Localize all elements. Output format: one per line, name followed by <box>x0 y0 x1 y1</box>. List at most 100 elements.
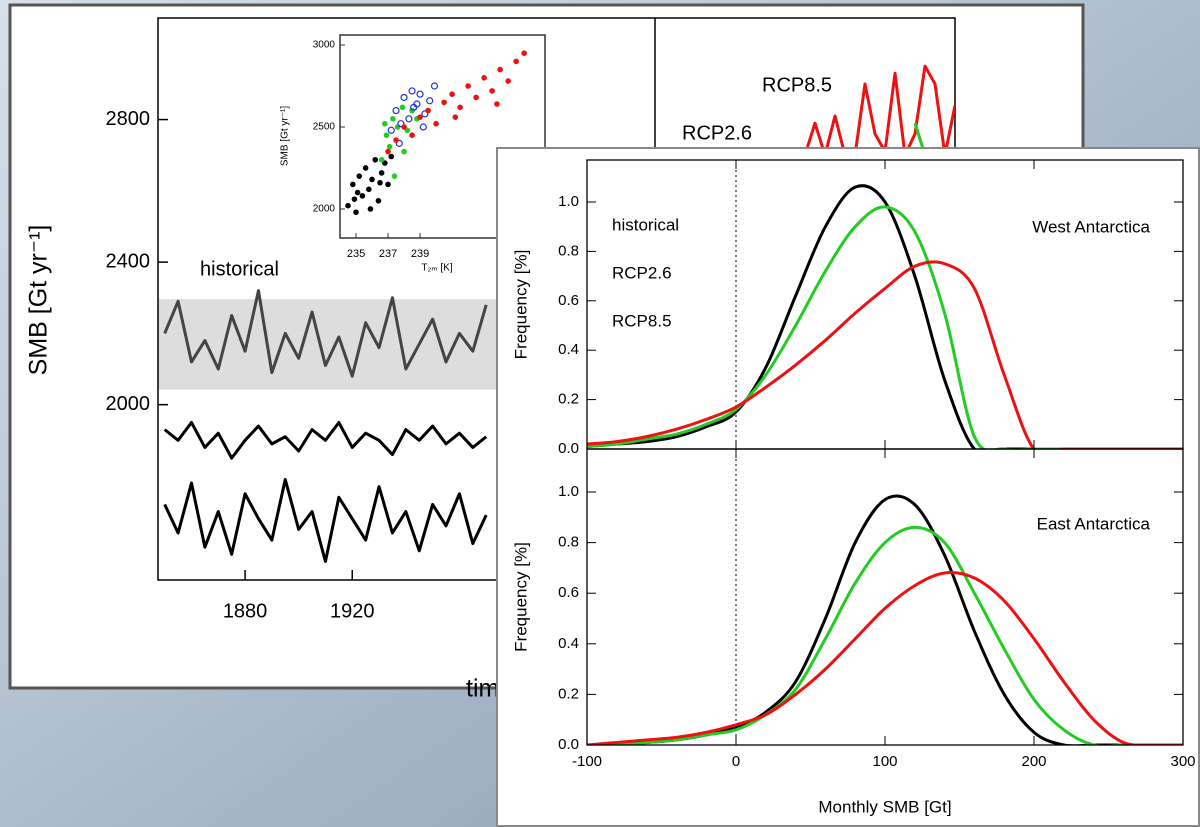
scatter-point <box>385 181 391 188</box>
scatter-point <box>375 197 382 204</box>
scatter-point <box>419 123 427 131</box>
y-axis-title: Frequency [%] <box>511 250 530 360</box>
y-tick-label: 0.8 <box>558 242 579 259</box>
scatter-point <box>425 107 431 114</box>
front-figure: 0.0 0.2 0.4 0.6 0.8 1.0 West Antarctica Frequen… <box>496 147 1200 827</box>
panel-title: West Antarctica <box>1032 217 1150 236</box>
y-tick-label: 0.8 <box>558 534 579 551</box>
scatter-point <box>377 179 383 186</box>
y-tick-label: 2400 <box>106 250 151 272</box>
inset-points <box>345 50 527 216</box>
inset-x-tick-label: 237 <box>379 248 397 260</box>
legend-label: RCP2.6 <box>682 122 752 144</box>
scatter-point <box>430 82 439 90</box>
density-curve <box>587 184 1183 449</box>
scatter-point <box>405 115 413 123</box>
scatter-point <box>397 120 405 128</box>
scatter-point <box>367 206 374 212</box>
series-line <box>803 64 955 157</box>
x-tick-label: 300 <box>1170 753 1195 770</box>
scatter-point <box>441 99 447 106</box>
scatter-point <box>362 165 369 171</box>
y-tick-label: 0.2 <box>558 685 579 702</box>
scatter-point <box>383 132 390 138</box>
x-tick-label: 200 <box>1021 753 1046 770</box>
scatter-point <box>388 153 395 160</box>
scatter-point <box>409 132 415 138</box>
scatter-point <box>473 94 479 101</box>
x-tick-label: -100 <box>572 753 602 770</box>
scatter-point <box>372 156 379 163</box>
y-axis-title: SMB [Gt yr⁻¹] <box>25 225 53 376</box>
series-line <box>163 420 488 460</box>
y-tick-label: 0.4 <box>558 635 579 652</box>
scatter-point <box>387 126 395 134</box>
y-tick-label: 0.0 <box>558 440 579 457</box>
scatter-point <box>401 148 407 155</box>
scatter-point <box>354 189 361 196</box>
scatter-point <box>513 58 519 65</box>
scatter-point <box>408 87 416 95</box>
density-curve <box>587 205 1183 449</box>
x-tick-label: 0 <box>732 753 740 770</box>
scatter-point <box>350 181 356 188</box>
scatter-point <box>382 120 388 127</box>
scatter-point <box>410 103 418 111</box>
y-tick-label: 0.6 <box>558 584 579 601</box>
scatter-point <box>465 83 471 89</box>
scatter-point <box>378 170 385 176</box>
x-tick-label: 1920 <box>330 600 375 622</box>
scatter-point <box>404 127 411 134</box>
scatter-point <box>393 137 399 143</box>
scatter-point <box>399 104 406 111</box>
scatter-point <box>489 88 495 94</box>
series-line <box>163 478 488 563</box>
scatter-point <box>369 176 375 183</box>
scatter-point <box>521 50 527 57</box>
legend-label: RCP8.5 <box>612 311 672 330</box>
scatter-point <box>392 106 400 115</box>
scatter-point <box>433 120 439 127</box>
scatter-point <box>421 110 429 118</box>
annotation: historical <box>200 258 279 280</box>
inset-y-tick-label: 3000 <box>313 40 336 51</box>
legend-label: RCP2.6 <box>612 263 672 282</box>
scatter-point <box>356 173 363 179</box>
scatter-point <box>382 160 388 166</box>
density-curve <box>587 525 1183 745</box>
scatter-point <box>351 196 358 202</box>
y-tick-label: 2000 <box>106 393 151 415</box>
panel-plot <box>587 449 1183 745</box>
inset-x-tick-label: 235 <box>347 248 365 260</box>
scatter-point <box>452 114 459 120</box>
scatter-point <box>416 90 424 98</box>
y-tick-label: 1.0 <box>558 483 579 500</box>
x-tick-label: 100 <box>872 753 897 770</box>
scatter-point <box>497 66 503 73</box>
scatter-point <box>345 202 351 209</box>
scatter-point <box>481 74 487 81</box>
inset-y-title: SMB [Gt yr⁻¹] <box>280 106 291 167</box>
y-tick-label: 2800 <box>106 108 151 130</box>
scatter-point <box>449 91 455 97</box>
scatter-point <box>400 93 408 102</box>
series-line <box>163 289 488 378</box>
legend-label: RCP8.5 <box>762 74 832 96</box>
scatter-point <box>385 148 391 155</box>
front-panel <box>496 147 1200 827</box>
y-tick-label: 1.0 <box>558 193 579 210</box>
y-tick-label: 0.2 <box>558 391 579 408</box>
x-axis-title: Monthly SMB [Gt] <box>818 797 951 816</box>
scatter-point <box>505 78 511 84</box>
inset-x-tick-label: 239 <box>411 248 429 260</box>
scatter-point <box>457 104 463 111</box>
y-tick-label: 0.4 <box>558 341 579 358</box>
x-tick-label: 1880 <box>223 600 268 622</box>
inset-y-tick-label: 2000 <box>313 204 336 215</box>
scatter-point <box>353 209 359 216</box>
scatter-point <box>401 124 407 130</box>
scatter-point <box>378 156 385 163</box>
density-curve <box>587 571 1183 745</box>
